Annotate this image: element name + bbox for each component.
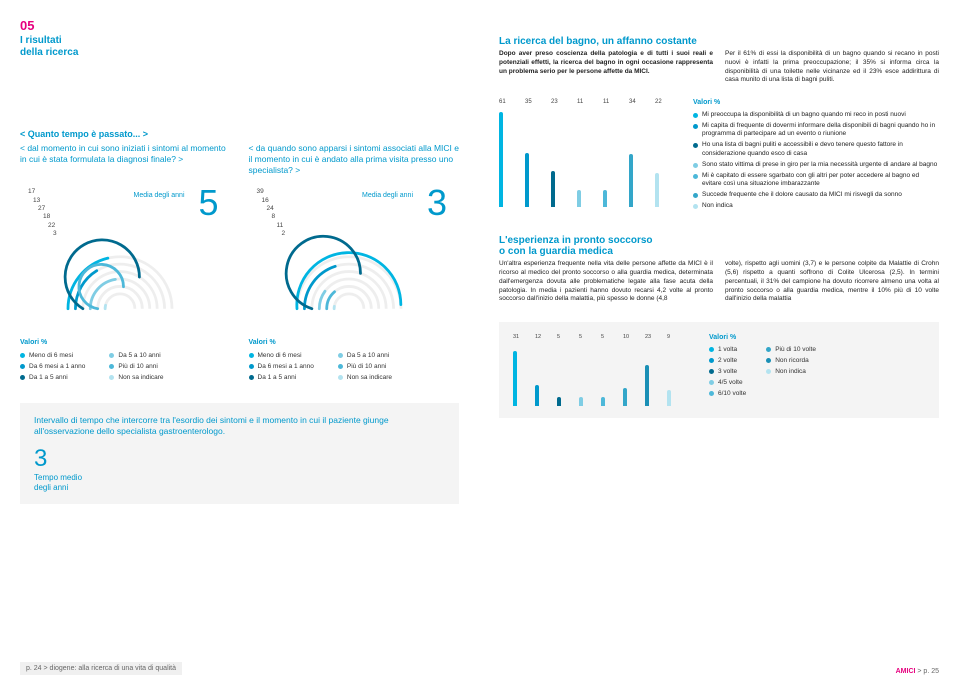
question-row: < Quanto tempo è passato... > < dal mome…	[20, 129, 459, 176]
legend-item: Più di 10 anni	[338, 363, 392, 370]
legend-item: Ho una lista di bagni puliti e accessibi…	[693, 141, 939, 157]
legend-block-1: Valori % Meno di 6 mesiDa 6 mesi a 1 ann…	[20, 339, 231, 385]
legend-item: Da 1 a 5 anni	[20, 374, 85, 381]
heading-bagno: La ricerca del bagno, un affanno costant…	[499, 36, 939, 47]
page-left: 05 I risultati della ricerca < Quanto te…	[0, 0, 479, 685]
legend-item: 6/10 volte	[709, 390, 746, 397]
legend-item: 3 volte	[709, 368, 746, 375]
legend-item: Non ricorda	[766, 357, 816, 364]
big-number-2: 3	[427, 182, 447, 224]
body-bagno-1: Dopo aver preso coscienza della patologi…	[499, 50, 713, 85]
legend-item: Da 5 a 10 anni	[338, 352, 392, 359]
bar-row-1: 61352311113422 Valori % Mi preoccupa la …	[499, 99, 939, 213]
legend-item: Da 6 mesi a 1 anno	[249, 363, 314, 370]
arc-values-2: 3916248112	[257, 188, 286, 239]
body-ps-2: volte), rispetto agli uomini (3,7) e le …	[725, 260, 939, 304]
legend-item: Meno di 6 mesi	[20, 352, 85, 359]
bottom-box: 311255510239 Valori % 1 volta2 volte3 vo…	[499, 322, 939, 418]
legend-item: Non sa indicare	[109, 374, 163, 381]
page-right: La ricerca del bagno, un affanno costant…	[479, 0, 959, 685]
legend-item: Non sa indicare	[338, 374, 392, 381]
section-title: I risultati della ricerca	[20, 35, 459, 59]
question-1: < Quanto tempo è passato... > < dal mome…	[20, 129, 231, 176]
section-bagno: La ricerca del bagno, un affanno costant…	[499, 36, 939, 213]
section-pronto-soccorso: L'esperienza in pronto soccorso o con la…	[499, 235, 939, 304]
heading-ps: L'esperienza in pronto soccorso o con la…	[499, 235, 939, 257]
page-spread: 05 I risultati della ricerca < Quanto te…	[0, 0, 959, 685]
legend-item: Più di 10 anni	[109, 363, 163, 370]
bar-chart-1: 61352311113422	[499, 99, 679, 213]
legend-item: Sono stato vittima di prese in giro per …	[693, 161, 939, 169]
legend-item: Meno di 6 mesi	[249, 352, 314, 359]
interval-sub: Tempo medio degli anni	[34, 473, 445, 492]
footer-left: p. 24 > diogene: alla ricerca di una vit…	[20, 662, 182, 675]
big-number-1: 5	[198, 182, 218, 224]
footer-right: AMICI > p. 25	[896, 668, 939, 675]
bar-legend-1: Valori % Mi preoccupa la disponibilità d…	[693, 99, 939, 213]
legend-item: 1 volta	[709, 346, 746, 353]
legend-item: 4/5 volte	[709, 379, 746, 386]
body-bagno-2: Per il 61% di essi la disponibilità di u…	[725, 50, 939, 85]
legend-item: Mi è capitato di essere sgarbato con gli…	[693, 172, 939, 188]
arc-chart-1: Media degli anni 5 17132718223	[20, 188, 231, 323]
question-text-1: < dal momento in cui sono iniziati i sin…	[20, 143, 231, 165]
legend-item: Non indica	[766, 368, 816, 375]
bar-chart-2: 311255510239	[513, 334, 693, 406]
legend-row: Valori % Meno di 6 mesiDa 6 mesi a 1 ann…	[20, 339, 459, 385]
arc-values-1: 17132718223	[28, 188, 57, 239]
question-nav: < Quanto tempo è passato... >	[20, 129, 231, 139]
legend-item: 2 volte	[709, 357, 746, 364]
legend-item: Da 1 a 5 anni	[249, 374, 314, 381]
arc-chart-2: Media degli anni 3 3916248112	[249, 188, 460, 323]
legend-item: Mi capita di frequente di dovermi inform…	[693, 122, 939, 138]
legend-item: Da 6 mesi a 1 anno	[20, 363, 85, 370]
question-2: < da quando sono apparsi i sintomi assoc…	[249, 129, 460, 176]
section-number: 05	[20, 18, 459, 33]
question-text-2: < da quando sono apparsi i sintomi assoc…	[249, 143, 460, 176]
legend-item: Più di 10 volte	[766, 346, 816, 353]
legend-item: Mi preoccupa la disponibilità di un bagn…	[693, 111, 939, 119]
interval-text: Intervallo di tempo che intercorre tra l…	[34, 415, 445, 437]
interval-number: 3	[34, 445, 445, 473]
chart-row: Media degli anni 5 17132718223 Media deg…	[20, 188, 459, 323]
legend-item: Non indica	[693, 202, 939, 210]
legend-item: Da 5 a 10 anni	[109, 352, 163, 359]
body-ps-1: Un'altra esperienza frequente nella vita…	[499, 260, 713, 304]
interval-box: Intervallo di tempo che intercorre tra l…	[20, 403, 459, 504]
legend-block-2: Valori % Meno di 6 mesiDa 6 mesi a 1 ann…	[249, 339, 460, 385]
legend-item: Succede frequente che il dolore causato …	[693, 191, 939, 199]
bar-legend-2: Valori % 1 volta2 volte3 volte4/5 volte6…	[709, 334, 925, 406]
